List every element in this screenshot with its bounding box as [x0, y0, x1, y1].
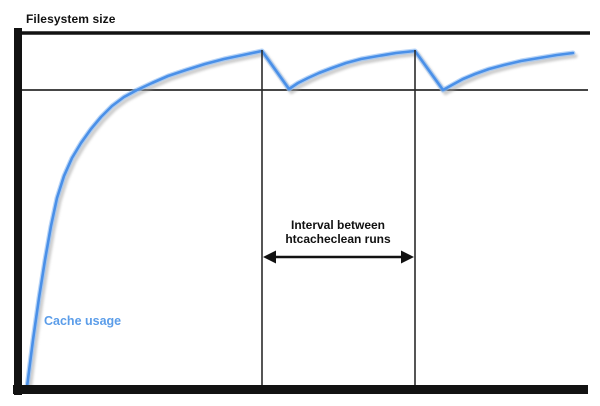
interval-arrow-head-right-icon: [401, 250, 414, 264]
x-axis: [13, 385, 588, 394]
filesystem-size-label: Filesystem size: [26, 12, 116, 26]
interval-label: Interval between htcacheclean runs: [238, 218, 438, 246]
interval-arrow-head-left-icon: [263, 250, 276, 264]
y-axis: [14, 28, 22, 395]
interval-arrow: [263, 250, 414, 264]
interval-label-line2: htcacheclean runs: [285, 231, 391, 246]
cache-usage-label: Cache usage: [44, 314, 122, 328]
interval-label-line1: Interval between: [290, 218, 386, 232]
